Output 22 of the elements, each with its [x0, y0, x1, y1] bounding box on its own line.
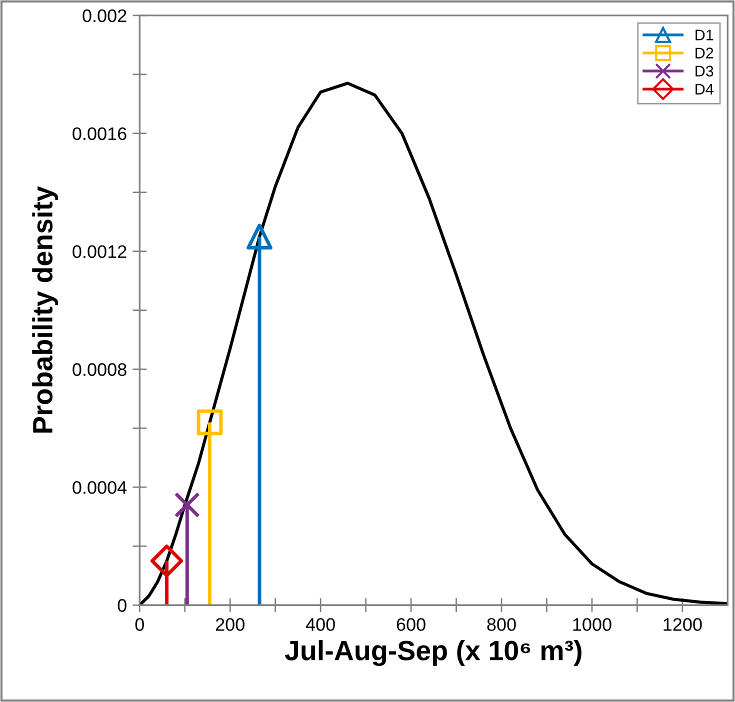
- point: [246, 224, 272, 250]
- y-tick-label: 0.0008: [72, 363, 126, 376]
- x-tick-label: 600: [396, 618, 426, 631]
- point: [196, 409, 223, 436]
- point: [150, 544, 184, 578]
- x-tick-label: 800: [487, 618, 516, 631]
- y-tick-label: 0: [118, 599, 126, 612]
- y-tick-label: 0.002: [82, 9, 126, 22]
- x-tick-label: 1200: [664, 618, 702, 631]
- legend-label: D3: [696, 66, 714, 77]
- x-tick-label: 1000: [573, 618, 612, 631]
- x-tick-label: 200: [216, 618, 244, 631]
- x-tick-label: 0: [135, 618, 144, 631]
- legend-label: D4: [696, 84, 714, 94]
- legend-label: D1: [696, 30, 714, 40]
- x-axis-title: Jul-Aug-Sep (x 10⁶ m³): [284, 640, 582, 666]
- y-tick-label: 0.0012: [72, 245, 126, 258]
- y-tick-label: 0.0004: [72, 481, 127, 494]
- y-tick-label: 0.0016: [72, 127, 126, 140]
- legend-label: D2: [696, 48, 714, 58]
- x-tick-label: 400: [306, 618, 335, 631]
- y-axis-title: Probability density: [32, 186, 58, 433]
